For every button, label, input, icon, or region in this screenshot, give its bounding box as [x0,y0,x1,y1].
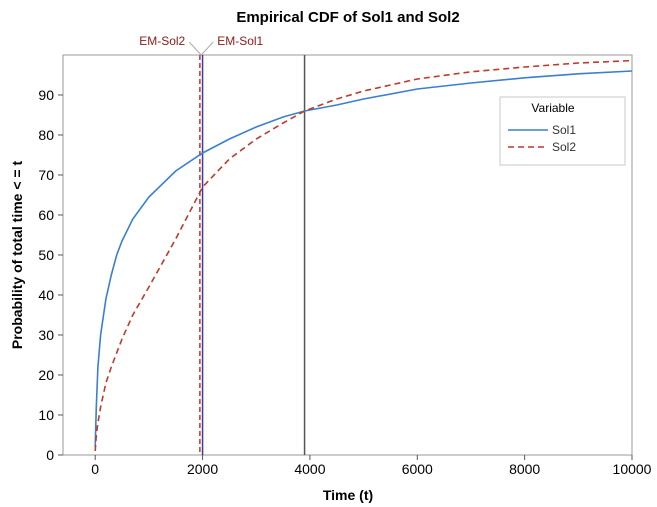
series-line-sol1 [94,70,633,448]
series-group [94,59,633,452]
x-axis-ticks: 0 2000 4000 6000 8000 10000 [91,455,652,477]
x-tick-label: 8000 [509,461,540,477]
x-tick-label: 4000 [294,461,325,477]
chart-title: Empirical CDF of Sol1 and Sol2 [236,9,459,26]
y-tick-label: 40 [38,287,54,303]
legend-items: Sol1 Sol2 [508,123,576,154]
legend: Variable Sol1 Sol2 [499,96,626,166]
x-tick-label: 6000 [402,461,433,477]
y-tick-label: 70 [38,167,54,183]
y-tick-label: 0 [46,447,54,463]
y-tick-label: 80 [38,127,54,143]
y-axis-ticks: 0 10 20 30 40 50 60 70 80 90 [38,87,63,463]
ref-line-label: EM-Sol2 [139,34,185,48]
y-tick-label: 20 [38,367,54,383]
y-tick-label: 90 [38,87,54,103]
x-tick-label: 10000 [613,461,652,477]
reference-lines-group: EM-Sol2 EM-Sol1 [139,34,306,455]
y-axis-label: Probability of total time < = t [9,161,25,350]
legend-label: Sol2 [552,140,576,154]
x-tick-label: 2000 [187,461,218,477]
y-tick-label: 60 [38,207,54,223]
y-tick-label: 50 [38,247,54,263]
callout-leader [200,41,214,56]
ref-line-label: EM-Sol1 [217,34,263,48]
legend-box [499,96,626,166]
x-axis-label: Time (t) [323,487,373,503]
y-tick-label: 30 [38,327,54,343]
series-line-sol2 [94,59,633,452]
x-tick-label: 0 [91,461,99,477]
y-tick-label: 10 [38,407,54,423]
legend-label: Sol1 [552,123,576,137]
legend-title: Variable [531,101,574,115]
callout-leader [188,41,202,56]
